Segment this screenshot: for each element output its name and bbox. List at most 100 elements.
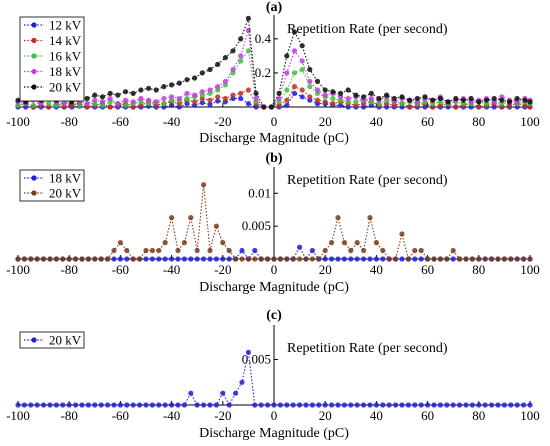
data-point [299, 66, 305, 73]
data-point [122, 97, 129, 103]
data-point [271, 402, 277, 408]
data-point [284, 53, 290, 59]
data-point [268, 104, 274, 110]
data-point [226, 247, 232, 254]
y-axis-label: Repetition Rate (per second) [287, 341, 448, 356]
data-point [307, 94, 313, 100]
data-point [169, 402, 175, 408]
legend-label: 12 kV [49, 18, 82, 33]
x-tick-label: 60 [421, 262, 434, 277]
data-point [368, 90, 374, 96]
chart-panel-3: (c) -100 -80 -60 -40 -20 0 20 40 60 80 100 0.005 Disc… [6, 308, 540, 441]
data-point [367, 402, 373, 408]
data-point [299, 94, 305, 100]
data-point [176, 80, 182, 86]
data-point [399, 256, 405, 262]
x-tick-label: -100 [6, 114, 30, 129]
data-point [393, 402, 399, 408]
data-point [215, 84, 221, 90]
data-point [238, 53, 244, 59]
data-point [130, 90, 136, 96]
data-point [230, 48, 236, 54]
data-point [15, 97, 21, 103]
x-tick-label: 100 [520, 262, 540, 277]
data-point [207, 256, 213, 262]
legend-label: 18 kV [49, 64, 82, 79]
data-point [508, 402, 514, 408]
data-point [213, 223, 219, 229]
data-point [450, 402, 456, 408]
data-point [156, 247, 162, 254]
data-point [184, 95, 190, 102]
data-point [258, 402, 264, 408]
data-point [373, 402, 379, 408]
data-point [297, 244, 303, 250]
data-point [161, 84, 167, 90]
data-point [445, 99, 451, 105]
data-point [220, 256, 226, 262]
data-point [188, 215, 194, 221]
data-point [284, 87, 290, 93]
data-point [238, 95, 244, 102]
data-point [444, 402, 450, 408]
chart-panel-2: (b) -100 -80 -60 -40 -20 0 20 40 60 80 100 0.005 0.01… [6, 151, 540, 295]
data-point [277, 402, 283, 408]
data-point [105, 256, 111, 262]
data-point [303, 256, 309, 262]
data-point [222, 55, 228, 61]
x-tick-label: 100 [520, 114, 540, 129]
data-point [252, 247, 258, 254]
data-point [476, 402, 482, 408]
x-tick-label: 0 [271, 114, 278, 129]
data-point [412, 402, 418, 408]
data-point [314, 97, 321, 103]
series-20-kv [15, 15, 533, 110]
data-point [213, 256, 219, 262]
data-point [457, 402, 463, 408]
data-point [309, 402, 315, 408]
panel-title: (c) [266, 308, 282, 323]
data-point [162, 256, 168, 262]
data-point [245, 15, 251, 21]
x-axis-label: Discharge Magnitude (pC) [199, 280, 349, 295]
data-point [169, 256, 175, 262]
data-point [73, 256, 79, 262]
data-point [122, 89, 129, 95]
series-line [17, 18, 531, 108]
data-point [399, 101, 405, 107]
data-point [284, 256, 290, 262]
data-point [153, 87, 159, 93]
data-point [380, 247, 386, 254]
legend-box [19, 169, 85, 202]
data-point [361, 247, 367, 254]
data-point [341, 240, 347, 246]
x-axis-label: Discharge Magnitude (pC) [199, 131, 349, 146]
y-tick-label: 0.005 [242, 352, 271, 367]
data-point [508, 256, 514, 262]
data-point [201, 402, 207, 408]
x-tick-label: -40 [163, 114, 180, 129]
data-point [335, 402, 341, 408]
data-point [99, 94, 106, 100]
data-point [226, 256, 232, 262]
data-point [450, 247, 456, 254]
data-point [124, 402, 130, 408]
data-point [143, 402, 149, 408]
data-point [207, 247, 213, 254]
data-point [299, 87, 305, 93]
data-point [322, 92, 328, 98]
data-point [238, 90, 244, 96]
data-point [354, 256, 360, 262]
data-point [418, 247, 424, 254]
data-point [245, 349, 251, 355]
data-point [215, 61, 221, 67]
data-point [175, 402, 181, 408]
data-point [329, 256, 335, 262]
data-point [143, 247, 149, 254]
data-point [361, 94, 367, 100]
data-point [399, 231, 405, 237]
data-point [117, 256, 123, 262]
data-point [354, 240, 360, 246]
